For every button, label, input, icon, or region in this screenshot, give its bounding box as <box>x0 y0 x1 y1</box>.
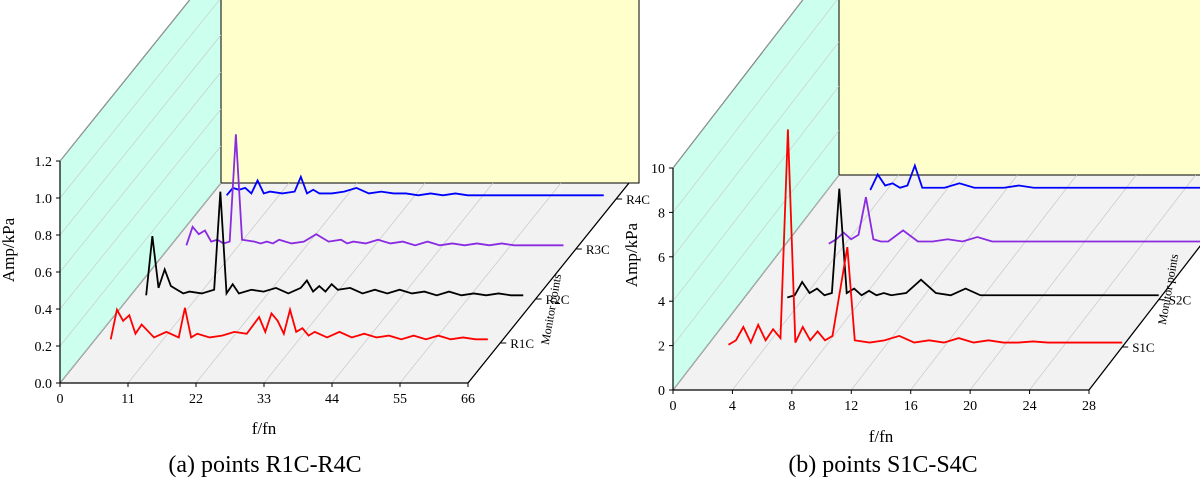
floor-gridline <box>791 174 959 391</box>
x-tick-label: 20 <box>963 399 977 414</box>
series-line-r4c <box>225 174 604 197</box>
y-tick-label: 10 <box>651 162 665 177</box>
x-tick-label: 66 <box>461 392 475 407</box>
y-tick-label: 4 <box>658 295 665 310</box>
depth-axis-line <box>1088 245 1200 391</box>
series-line-s3c <box>828 196 1200 245</box>
floor-gridline <box>1029 174 1196 391</box>
wall-gridline <box>59 182 222 384</box>
x-tick-label: 55 <box>393 392 407 407</box>
series-line-s2c <box>787 188 1159 299</box>
series-label: S2C <box>1169 293 1191 308</box>
y-tick-label: 0 <box>658 384 665 399</box>
x-tick-label: 24 <box>1023 399 1037 414</box>
wall-gridline <box>59 108 222 310</box>
floor-gridline <box>263 182 426 384</box>
wall-gridline <box>672 41 840 257</box>
floor-gridline <box>127 182 290 384</box>
floor-gridline <box>331 182 494 384</box>
panel-b: 04812162024280246810S4CS3CS2CS1CAmp/kPaf… <box>622 0 1200 478</box>
wall-gridline <box>59 34 222 236</box>
series-label: R3C <box>586 242 610 257</box>
series-label: R4C <box>626 192 650 207</box>
y-tick-label: 0.6 <box>35 266 53 281</box>
series-label: S1C <box>1132 340 1154 355</box>
floor-gridline <box>195 182 358 384</box>
y-tick-label: 0.0 <box>35 377 53 392</box>
x-tick-label: 11 <box>121 392 134 407</box>
y-tick-label: 0.8 <box>35 229 53 244</box>
wall-gridline <box>672 0 804 169</box>
series-line-s4c <box>869 162 1200 191</box>
x-tick-label: 8 <box>788 399 795 414</box>
floor-gridline <box>399 182 562 384</box>
panel-caption: (a) points R1C-R4C <box>168 452 361 478</box>
series-line-r2c <box>145 191 524 297</box>
y-tick-label: 0.2 <box>35 340 53 355</box>
x-axis-title: f/fn <box>252 419 277 438</box>
back-wall <box>220 0 640 184</box>
panel-caption: (b) points S1C-S4C <box>788 452 977 478</box>
floor-gridline <box>910 174 1077 391</box>
x-tick-label: 28 <box>1082 399 1096 414</box>
x-tick-label: 12 <box>844 399 858 414</box>
x-tick-label: 22 <box>189 392 203 407</box>
depth-axis-line <box>467 182 630 384</box>
x-tick-label: 44 <box>325 392 339 407</box>
wall-gridline <box>59 145 222 347</box>
y-axis-title: Amp/kPa <box>0 217 18 282</box>
y-tick-label: 6 <box>658 251 665 266</box>
y-tick-label: 0.4 <box>35 303 53 318</box>
floor-gridline <box>969 174 1137 391</box>
floor-gridline <box>732 174 899 391</box>
wall-gridline <box>59 0 220 199</box>
series-line-r1c <box>109 306 488 341</box>
y-tick-label: 1.2 <box>35 155 53 170</box>
x-tick-label: 16 <box>904 399 918 414</box>
wall-gridline <box>59 0 190 162</box>
wall-gridline <box>672 174 840 391</box>
x-tick-label: 0 <box>57 392 64 407</box>
panel-a: 0 11 22 33 44 55 66 0.0 0.2 0.4 0.6 0.8 1.0 1.2 R4C R3C… <box>0 0 650 478</box>
floor-gridline <box>851 174 1018 391</box>
x-axis-title: f/fn <box>869 427 894 446</box>
wall-gridline <box>672 0 838 213</box>
x-tick-label: 4 <box>729 399 736 414</box>
y-tick-label: 2 <box>658 340 665 355</box>
series-label: R2C <box>546 292 570 307</box>
wall-gridline <box>59 71 222 273</box>
wall-gridline <box>672 86 840 302</box>
back-wall <box>838 0 1200 176</box>
y-axis-title: Amp/kPa <box>622 222 641 287</box>
x-tick-label: 33 <box>257 392 271 407</box>
series-line-r3c <box>185 134 564 247</box>
y-tick-label: 8 <box>658 206 665 221</box>
series-label: R1C <box>510 336 534 351</box>
x-tick-label: 0 <box>670 399 677 414</box>
y-tick-label: 1.0 <box>35 192 53 207</box>
wall-gridline <box>672 130 840 346</box>
series-line-s1c <box>728 129 1123 346</box>
